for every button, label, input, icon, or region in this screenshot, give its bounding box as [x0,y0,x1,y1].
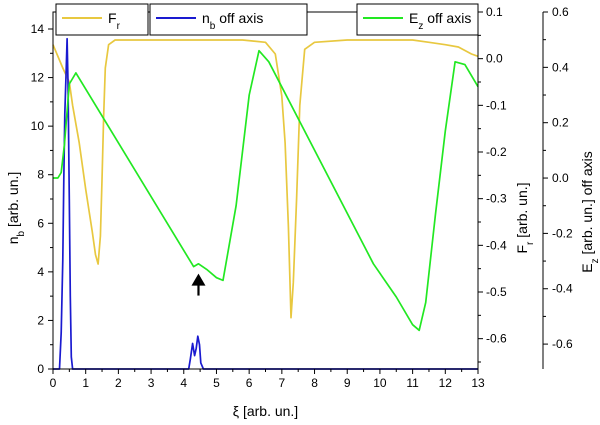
x-tick-label: 3 [148,376,155,390]
plot-lines [52,37,479,370]
x-tick-label: 6 [246,376,253,390]
x-tick-label: 5 [213,376,220,390]
series-line-3 [53,49,479,332]
legend-entry-3: Ez off axis [356,3,479,36]
left-tick-label: 2 [37,313,44,327]
left-y-axis: 0 2 4 6 8 10 12 14 nb [arb. un.] [5,22,53,376]
plot-frame [52,11,544,370]
annotations [191,273,206,296]
fr-tick-label: 0.0 [486,52,503,66]
ez-tick-label: -0.2 [552,226,573,240]
legend-box [55,3,149,36]
series-line-1 [52,39,479,319]
left-tick-label: 6 [37,216,44,230]
ez-y-axis: 0.6 0.4 0.2 0.0 -0.2 -0.4 -0.6 Ez [arb. un.] of… [543,5,600,351]
fr-tick-label: 0.1 [486,5,503,19]
legend-entry-1: Fr [55,3,149,36]
left-tick-label: 8 [37,168,44,182]
ez-tick-label: -0.6 [552,337,573,351]
left-tick-label: 14 [31,22,45,36]
legend-label: Fr [108,10,121,32]
plot-area-border [52,11,479,370]
legend-box [149,3,308,36]
fr-tick-label: -0.5 [486,285,507,299]
fr-axis-title: Fr [arb. un.] [514,182,536,253]
legends: Fr nb off axis Ez off axis [55,3,479,36]
x-axis: 0 1 2 3 4 5 6 7 8 9 10 11 12 13ξ [arb. un.] [50,369,485,419]
left-tick-label: 12 [31,71,45,85]
fr-tick-label: -0.6 [486,332,507,346]
ez-tick-label: 0.2 [552,116,569,130]
ez-tick-label: -0.4 [552,282,573,296]
ez-tick-label: 0.6 [552,5,569,19]
left-tick-label: 0 [37,362,44,376]
fr-tick-label: -0.2 [486,145,507,159]
x-tick-label: 12 [439,376,453,390]
ez-tick-label: 0.4 [552,60,569,74]
x-tick-label: 10 [373,376,387,390]
legend-label: Ez off axis [409,10,471,32]
x-tick-label: 13 [471,376,485,390]
left-axis-title: nb [arb. un.] [5,172,27,245]
series-line-2 [53,37,478,370]
x-tick-label: 2 [115,376,122,390]
left-tick-label: 10 [31,119,45,133]
legend-entry-2: nb off axis [149,3,308,36]
left-tick-label: 4 [37,265,44,279]
legend-box [356,3,479,36]
x-tick-label: 11 [406,376,419,390]
x-axis-title: ξ [arb. un.] [233,403,298,419]
ez-tick-label: 0.0 [552,171,569,185]
fr-y-axis: 0.1 0.0 -0.1 -0.2 -0.3 -0.4 -0.5 -0.6 Fr [arb. u… [478,5,536,363]
x-tick-label: 9 [344,376,351,390]
x-tick-label: 7 [279,376,286,390]
ez-axis-title: Ez [arb. un.] off axis [579,151,600,272]
arrow-annotation [191,273,206,296]
x-tick-label: 4 [180,376,187,390]
fr-tick-label: -0.1 [486,98,507,112]
legend-label: nb off axis [202,10,263,32]
x-tick-label: 8 [311,376,318,390]
x-tick-label: 0 [50,376,57,390]
fr-tick-label: -0.3 [486,192,507,206]
fr-tick-label: -0.4 [486,238,507,252]
x-tick-label: 1 [82,376,89,390]
